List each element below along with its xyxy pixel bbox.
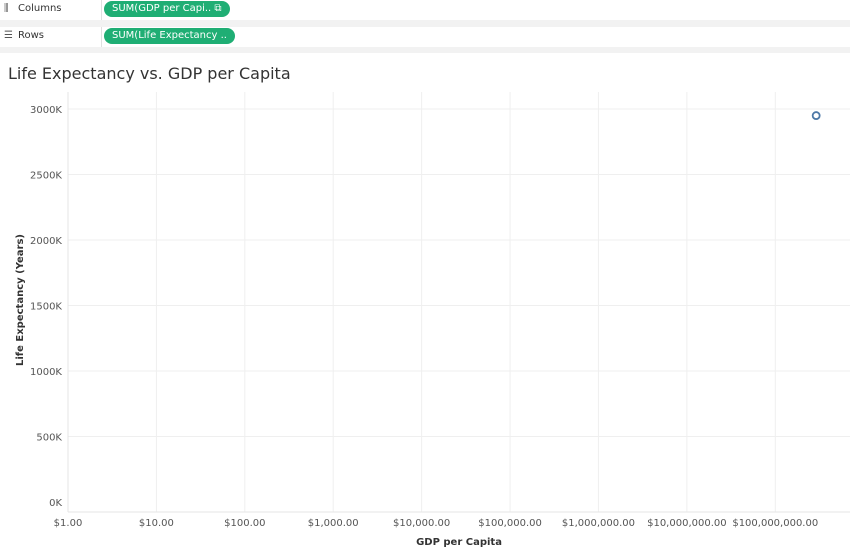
y-tick-label: 2000K [30,236,62,247]
shelf-divider [0,47,850,53]
x-tick-label: $100,000.00 [478,518,542,529]
x-tick-label: $1,000,000.00 [562,518,635,529]
columns-pill[interactable]: SUM(GDP per Capi.. ⧉ [104,1,230,17]
x-tick-label: $100.00 [224,518,265,529]
x-tick-label: $10,000,000.00 [647,518,727,529]
y-axis-title: Life Expectancy (Years) [15,234,26,366]
y-tick-label: 3000K [30,105,62,116]
x-tick-label: $1,000.00 [308,518,359,529]
columns-icon: ⫼ [4,3,9,14]
x-tick-label: $10.00 [139,518,174,529]
x-tick-label: $100,000,000.00 [732,518,818,529]
y-tick-label: 0K [49,498,62,509]
y-tick-label: 1000K [30,367,62,378]
x-axis-title: GDP per Capita [416,537,502,548]
x-tick-label: $10,000.00 [393,518,450,529]
data-point [811,111,821,120]
rows-shelf: ☰ Rows SUM(Life Expectancy .. [0,27,850,48]
x-tick-label: $1.00 [54,518,83,529]
rows-pill[interactable]: SUM(Life Expectancy .. [104,28,235,44]
y-tick-label: 1500K [30,302,62,313]
y-tick-label: 500K [36,433,62,444]
chart-title: Life Expectancy vs. GDP per Capita [8,64,291,83]
shelf-divider [0,20,850,27]
y-tick-label: 2500K [30,171,62,182]
rows-icon: ☰ [4,30,13,41]
rows-label: ☰ Rows [0,27,102,47]
columns-label: ⫼ Columns [0,0,102,20]
